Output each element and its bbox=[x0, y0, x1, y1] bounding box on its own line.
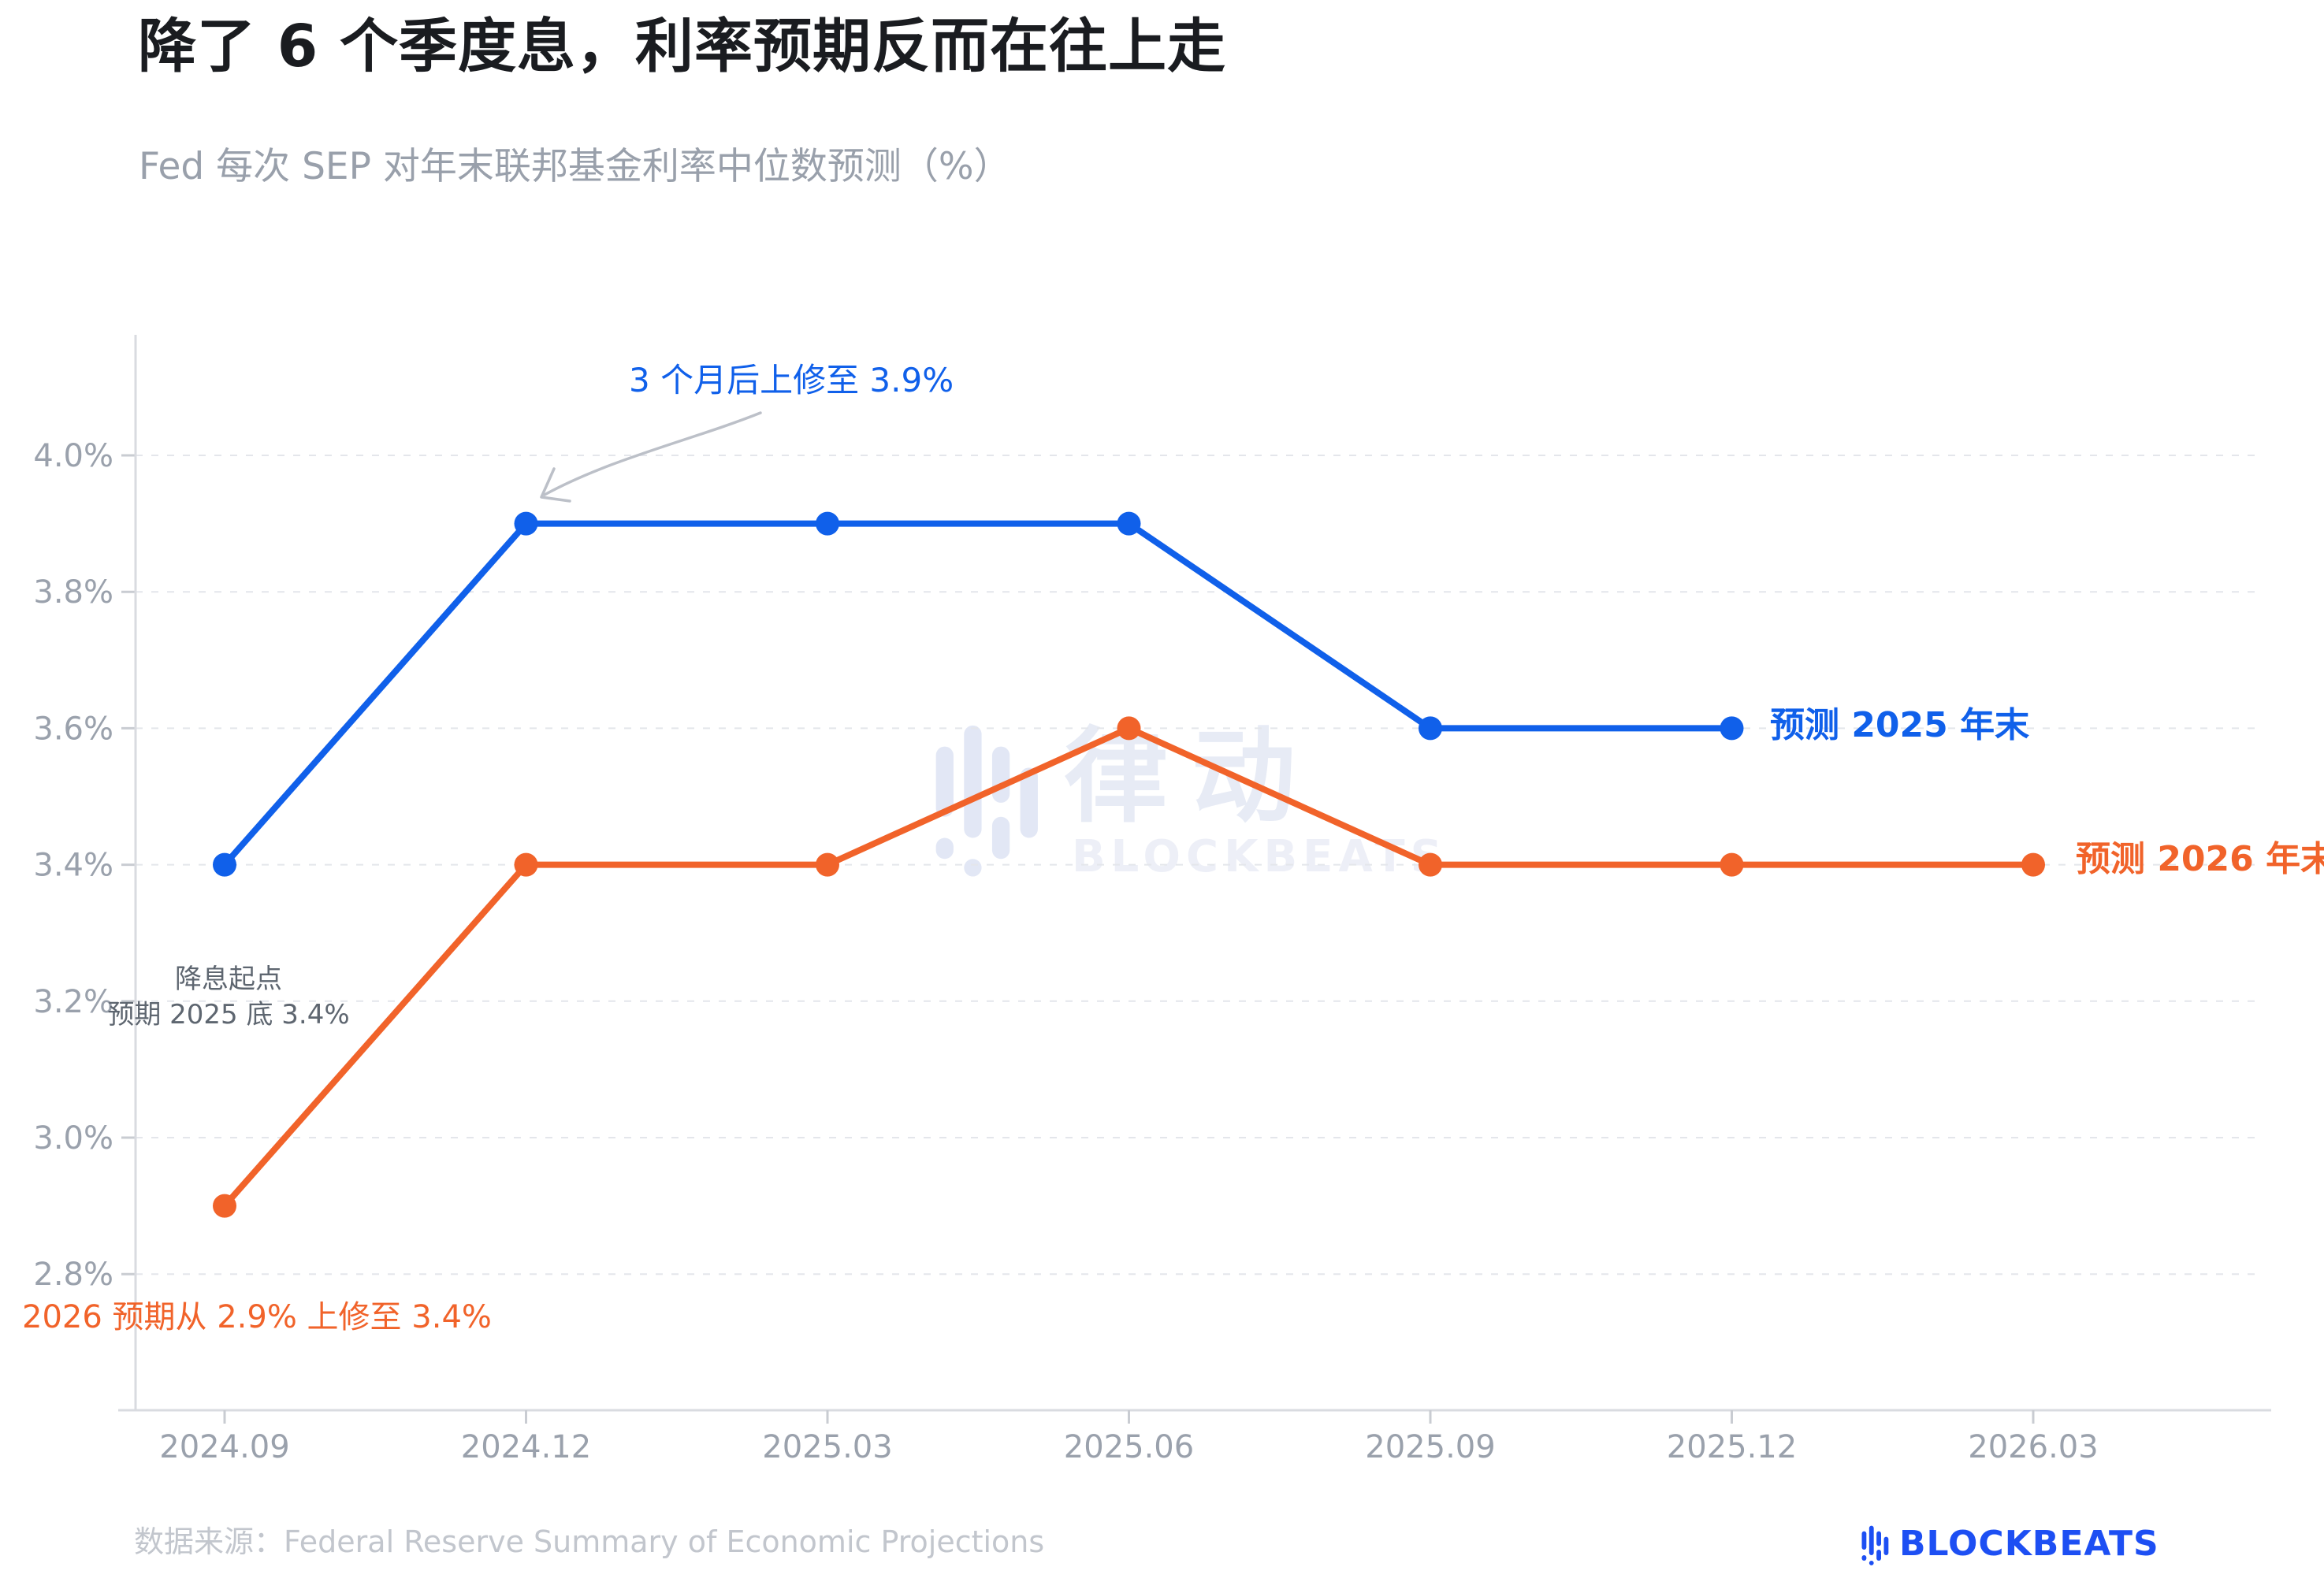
data-point-0-2025.06 bbox=[1117, 511, 1141, 536]
x-axis-label: 2025.03 bbox=[762, 1429, 892, 1465]
x-axis-label: 2025.06 bbox=[1064, 1429, 1194, 1465]
data-point-1-2026.03 bbox=[2021, 852, 2045, 877]
annotation-revision-2025: 3 个月后上修至 3.9% bbox=[629, 361, 954, 399]
data-point-1-2025.03 bbox=[816, 852, 839, 877]
annotation-start-point-line2: 预期 2025 底 3.4% bbox=[107, 999, 350, 1030]
data-point-0-2025.03 bbox=[816, 511, 839, 536]
x-axis-label: 2025.09 bbox=[1365, 1429, 1495, 1465]
series-label-2026: 预测 2026 年末 bbox=[2076, 839, 2324, 879]
series-label-2025: 预测 2025 年末 bbox=[1770, 705, 2030, 745]
data-point-1-2024.09 bbox=[213, 1194, 236, 1218]
y-axis-label: 3.0% bbox=[33, 1120, 113, 1157]
data-point-1-2024.12 bbox=[514, 852, 538, 877]
page-subtitle: Fed 每次 SEP 对年末联邦基金利率中位数预测（%） bbox=[139, 145, 1011, 188]
curved-arrow-icon bbox=[540, 411, 762, 503]
blockbeats-bars-icon bbox=[1861, 1525, 1889, 1565]
data-point-1-2025.09 bbox=[1419, 852, 1442, 877]
y-axis-label: 2.8% bbox=[33, 1257, 113, 1293]
y-axis-label: 3.6% bbox=[33, 711, 113, 747]
annotation-start-point-line1: 降息起点 bbox=[175, 964, 282, 995]
annotation-start-point: 降息起点 预期 2025 底 3.4% bbox=[95, 962, 363, 1033]
data-point-1-2025.12 bbox=[1720, 852, 1744, 877]
data-point-0-2025.12 bbox=[1720, 716, 1744, 741]
y-axis-label: 4.0% bbox=[33, 438, 113, 474]
data-point-0-2024.09 bbox=[213, 852, 236, 877]
x-axis-label: 2025.12 bbox=[1667, 1429, 1797, 1465]
annotation-revision-2026: 2026 预期从 2.9% 上修至 3.4% bbox=[22, 1299, 492, 1335]
series-line-0 bbox=[221, 520, 1735, 868]
blockbeats-logo: BLOCKBEATS bbox=[1860, 1522, 2159, 1566]
y-axis-label: 3.4% bbox=[33, 848, 113, 884]
series-line-1 bbox=[221, 725, 2036, 1209]
data-source-note: 数据来源：Federal Reserve Summary of Economic… bbox=[134, 1524, 1045, 1559]
x-axis-label: 2026.03 bbox=[1968, 1429, 2098, 1465]
y-axis-label: 3.8% bbox=[33, 574, 113, 611]
x-axis-label: 2024.09 bbox=[159, 1429, 289, 1465]
data-point-0-2025.09 bbox=[1419, 716, 1442, 741]
blockbeats-logo-text: BLOCKBEATS bbox=[1899, 1524, 2159, 1564]
page-title: 降了 6 个季度息，利率预期反而在往上走 bbox=[138, 13, 1227, 80]
data-point-0-2024.12 bbox=[514, 511, 538, 536]
x-axis-label: 2024.12 bbox=[461, 1429, 591, 1465]
y-axis-label: 3.2% bbox=[33, 984, 113, 1020]
data-point-1-2025.06 bbox=[1117, 716, 1141, 741]
